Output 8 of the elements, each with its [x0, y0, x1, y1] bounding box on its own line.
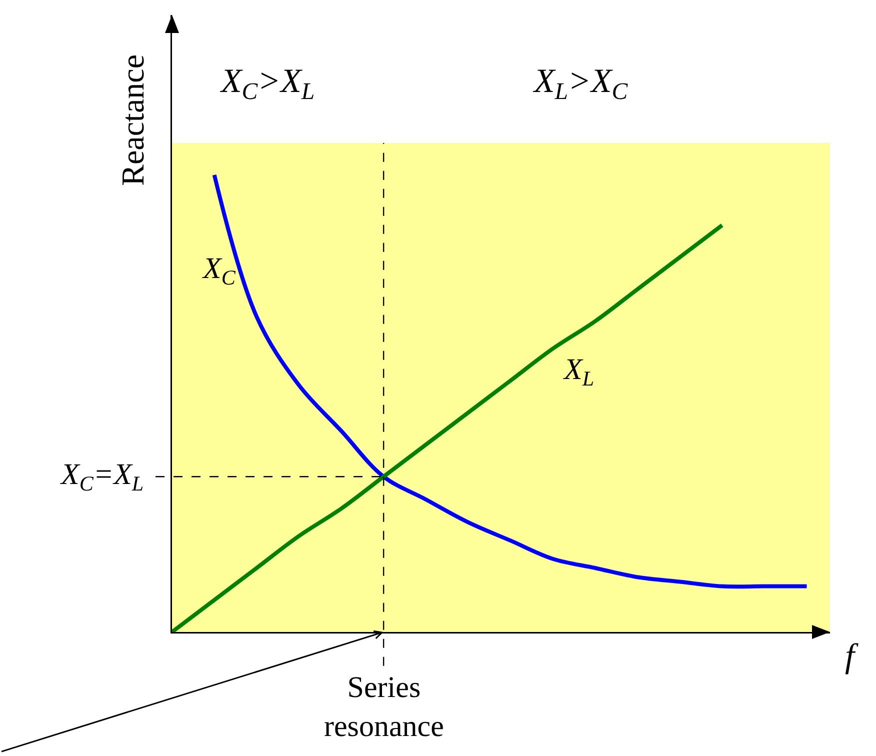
- series-label: X$_{L}$: [563, 353, 594, 390]
- series-label: X$_{C}$: [202, 252, 236, 290]
- text: Series resonance: [324, 671, 444, 743]
- text: X$_{L}$>X$_{C}$: [532, 63, 629, 106]
- ref-line-label: X$_{C}$=X$_{L}$: [60, 458, 144, 496]
- text: X$_{C}$>X$_{L}$: [219, 63, 315, 106]
- y-axis-title: Reactance: [114, 54, 151, 186]
- x-axis-title: f: [845, 638, 859, 675]
